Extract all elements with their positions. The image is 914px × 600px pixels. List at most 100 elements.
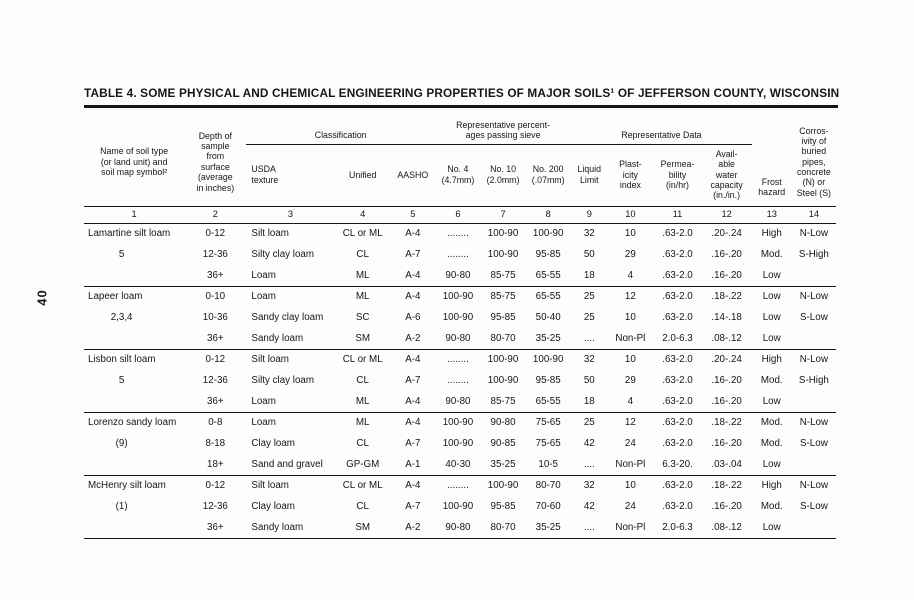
header-liquid-limit: Liquid Limit xyxy=(577,164,602,185)
table-cell: 65-55 xyxy=(535,269,561,281)
column-number: 5 xyxy=(390,205,435,224)
table-cell: 80-70 xyxy=(490,521,516,533)
table-cell: Mod. xyxy=(760,438,783,450)
table-cell: 100-90 xyxy=(487,375,519,387)
table-cell: 90-80 xyxy=(445,269,471,281)
table-cell: 95-85 xyxy=(535,375,561,387)
table-cell: CL or ML xyxy=(342,228,383,240)
table-cell: Non-Pl xyxy=(615,458,646,470)
table-cell: 18 xyxy=(583,269,595,281)
table-cell: A-4 xyxy=(390,474,435,497)
table-cell: S-High xyxy=(798,375,829,387)
table-cell: .63-2.0 xyxy=(662,249,693,261)
table-cell: CL xyxy=(356,375,369,387)
table-cell: 12-36 xyxy=(202,501,228,513)
table-cell: .63-2.0 xyxy=(653,285,702,308)
soils-table: Name of soil type (or land unit) and soi… xyxy=(84,118,836,539)
header-aasho: AASHO xyxy=(397,169,429,180)
table-cell: .08-.12 xyxy=(711,521,742,533)
table-cell: A-4 xyxy=(390,285,435,308)
table-cell: S-High xyxy=(798,249,829,261)
table-title: TABLE 4. SOME PHYSICAL AND CHEMICAL ENGI… xyxy=(84,86,839,108)
column-number: 9 xyxy=(571,205,608,224)
table-cell: High xyxy=(761,228,782,240)
column-number: 3 xyxy=(246,205,335,224)
table-cell: Low xyxy=(762,312,781,324)
column-number: 4 xyxy=(334,205,391,224)
table-cell: 65-55 xyxy=(525,285,572,308)
table-cell: Silty clay loam xyxy=(251,249,315,261)
table-cell: ........ xyxy=(447,228,469,240)
table-cell: 70-60 xyxy=(535,501,561,513)
table-cell: Loam xyxy=(251,269,276,281)
table-cell: 85-75 xyxy=(490,395,516,407)
table-cell: A-2 xyxy=(405,332,421,344)
table-cell: 10 xyxy=(607,474,654,497)
table-cell: S-Low xyxy=(800,501,828,513)
table-cell xyxy=(792,328,836,349)
table-cell: .16-.20 xyxy=(711,375,742,387)
table-cell: 40-30 xyxy=(445,458,471,470)
table-cell: 90-80 xyxy=(445,521,471,533)
table-cell: ML xyxy=(334,285,391,308)
table-cell: 8-18 xyxy=(205,438,226,450)
table-cell: .20-.24 xyxy=(701,348,752,371)
table-cell: 95-85 xyxy=(490,501,516,513)
table-cell: 29 xyxy=(624,249,636,261)
soil-map-symbol: 5 xyxy=(118,249,125,261)
table-cell: High xyxy=(751,348,792,371)
table-cell: 100-90 xyxy=(442,501,474,513)
table-cell: ........ xyxy=(447,375,469,387)
table-cell: .63-2.0 xyxy=(653,474,702,497)
soil-map-symbol: (9) xyxy=(115,438,128,450)
table-cell: 0-8 xyxy=(184,411,247,434)
table-cell: 25 xyxy=(571,411,608,434)
table-cell: 2.0-6.3 xyxy=(662,332,693,344)
table-cell: CL xyxy=(356,501,369,513)
table-cell: ........ xyxy=(434,348,481,371)
table-cell: ML xyxy=(355,395,370,407)
table-cell: Non-Pl xyxy=(615,332,646,344)
header-sieve-group: Representative percent- ages passing sie… xyxy=(434,118,572,145)
table-cell xyxy=(792,517,836,538)
soil-map-symbol: 5 xyxy=(118,375,125,387)
table-cell: 36+ xyxy=(207,521,224,533)
table-row: Lorenzo sandy loam 0-8 Loam ML A-4 100-90 90-8… xyxy=(84,411,836,434)
table-row: 5 12-36 Silty clay loam CL A-7........ 100-90… xyxy=(84,244,836,265)
table-row: 36+ Sandy loam SM A-2 90-80 80-70 35-25.... Non… xyxy=(84,328,836,349)
table-cell: 100-90 xyxy=(487,228,519,240)
table-cell: 100-90 xyxy=(481,474,526,497)
table-cell: ML xyxy=(334,411,391,434)
table-row: 36+ Loam ML A-4 90-80 85-75 65-55 18 4 .63-2.0 .16… xyxy=(84,265,836,286)
column-number: 6 xyxy=(434,205,481,224)
table-cell: 12-36 xyxy=(202,375,228,387)
table-cell: 90-80 xyxy=(445,395,471,407)
table-row: Lamartine silt loam 0-12 Silt loam CL or ML… xyxy=(84,223,836,244)
table-cell: A-7 xyxy=(405,375,421,387)
table-cell: 24 xyxy=(624,438,636,450)
table-cell: .18-.22 xyxy=(701,474,752,497)
table-cell: GP-GM xyxy=(346,458,380,470)
table-cell: Sandy clay loam xyxy=(251,312,324,324)
table-cell: 18+ xyxy=(207,458,224,470)
empty-cell xyxy=(84,517,184,538)
table-cell: Mod. xyxy=(760,375,783,387)
table-cell: 32 xyxy=(571,348,608,371)
table-cell: A-4 xyxy=(390,348,435,371)
table-cell: 25 xyxy=(571,285,608,308)
table-cell: 10 xyxy=(624,312,636,324)
table-cell: S-Low xyxy=(800,438,828,450)
soil-name: Lamartine silt loam xyxy=(88,228,171,240)
header-corrosivity: Corros- ivity of buried pipes, concrete … xyxy=(796,125,831,198)
table-cell: .63-2.0 xyxy=(653,411,702,434)
table-sheet: TABLE 4. SOME PHYSICAL AND CHEMICAL ENGI… xyxy=(84,86,839,539)
table-cell: Low xyxy=(762,521,781,533)
page-number: 40 xyxy=(34,289,50,306)
table-cell: 100-90 xyxy=(487,249,519,261)
table-cell: Mod. xyxy=(760,249,783,261)
table-cell: 100-90 xyxy=(442,312,474,324)
table-cell: 100-90 xyxy=(532,228,564,240)
header-representative-data-group: Representative Data xyxy=(571,118,752,145)
table-cell: Silt loam xyxy=(246,348,335,371)
table-cell: A-7 xyxy=(405,438,421,450)
